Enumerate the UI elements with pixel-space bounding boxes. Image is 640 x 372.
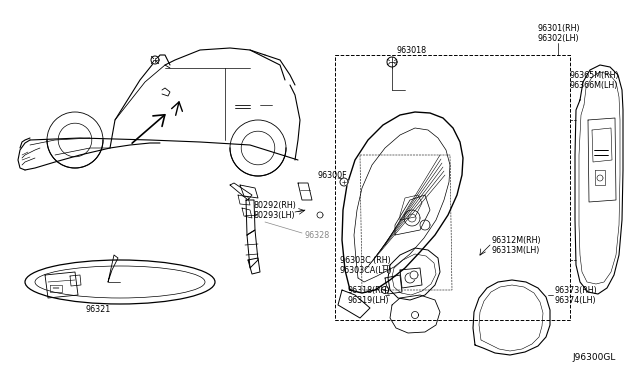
Text: 96301(RH): 96301(RH)	[538, 23, 580, 32]
Polygon shape	[410, 271, 418, 279]
Text: 96303CA(LH): 96303CA(LH)	[340, 266, 392, 275]
Text: 96321: 96321	[85, 305, 110, 314]
Text: 96374(LH): 96374(LH)	[555, 295, 596, 305]
Text: 96300F: 96300F	[318, 170, 348, 180]
Polygon shape	[340, 178, 348, 186]
Polygon shape	[412, 311, 419, 318]
Text: 80292(RH): 80292(RH)	[253, 201, 296, 209]
Polygon shape	[381, 286, 388, 294]
Text: 96303C (RH): 96303C (RH)	[340, 256, 391, 264]
Text: 96328: 96328	[305, 231, 330, 240]
Text: 80293(LH): 80293(LH)	[253, 211, 294, 219]
Text: 96318(RH): 96318(RH)	[348, 285, 390, 295]
Text: 963018: 963018	[397, 45, 427, 55]
Text: 96313M(LH): 96313M(LH)	[492, 246, 540, 254]
Text: 96365M(RH): 96365M(RH)	[570, 71, 620, 80]
Text: 96319(LH): 96319(LH)	[348, 295, 390, 305]
Polygon shape	[151, 56, 159, 64]
Text: J96300GL: J96300GL	[572, 353, 616, 362]
Polygon shape	[387, 57, 397, 67]
Text: 96366M(LH): 96366M(LH)	[570, 80, 618, 90]
Text: 96312M(RH): 96312M(RH)	[492, 235, 541, 244]
Text: 96302(LH): 96302(LH)	[538, 33, 580, 42]
Text: 96373(RH): 96373(RH)	[555, 285, 598, 295]
